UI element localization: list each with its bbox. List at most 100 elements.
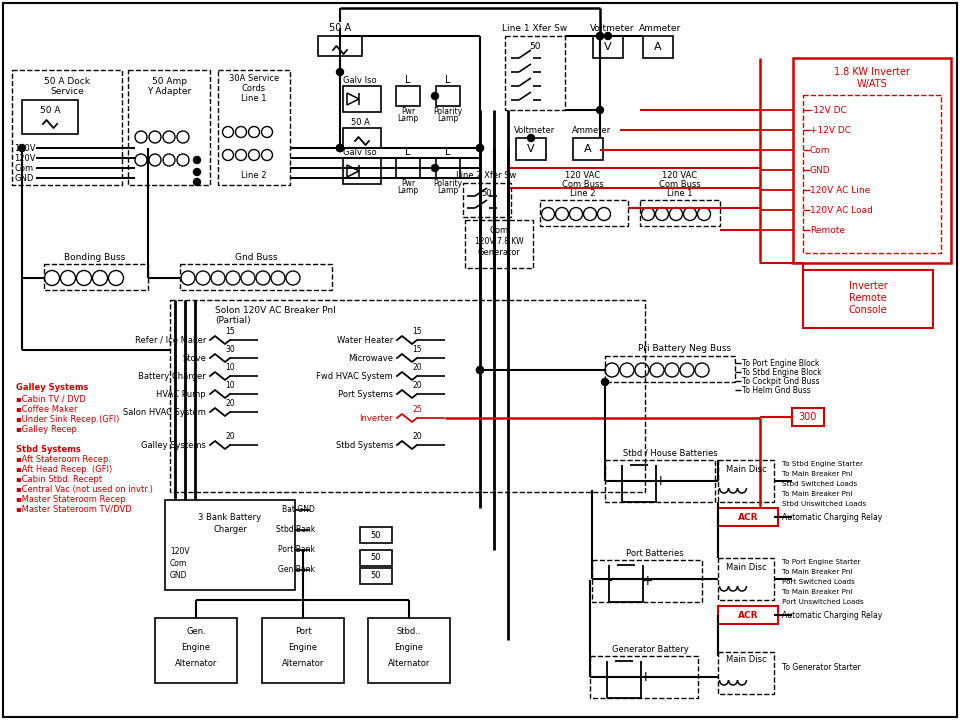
Circle shape bbox=[596, 107, 604, 114]
Text: Lamp: Lamp bbox=[397, 186, 419, 194]
Text: Com: Com bbox=[14, 163, 34, 173]
Text: Stbd Systems: Stbd Systems bbox=[335, 441, 393, 449]
Text: Cords: Cords bbox=[242, 84, 266, 92]
Text: Ammeter: Ammeter bbox=[572, 125, 612, 135]
Bar bbox=[718, 606, 778, 624]
Bar bbox=[170, 300, 645, 492]
Text: -12V DC: -12V DC bbox=[810, 106, 847, 114]
Text: Main Disc: Main Disc bbox=[726, 562, 766, 572]
Bar bbox=[368, 618, 450, 683]
Bar bbox=[318, 36, 362, 56]
Text: Engine: Engine bbox=[289, 644, 318, 652]
Bar bbox=[590, 656, 698, 698]
Text: 50: 50 bbox=[371, 572, 381, 580]
Bar bbox=[718, 558, 774, 600]
Text: To Main Breaker Pnl: To Main Breaker Pnl bbox=[782, 491, 852, 497]
Text: Port Systems: Port Systems bbox=[338, 390, 393, 398]
Text: Inverter: Inverter bbox=[849, 281, 887, 291]
Circle shape bbox=[476, 145, 484, 151]
Text: ▪Aft Stateroom Recep.: ▪Aft Stateroom Recep. bbox=[16, 454, 111, 464]
Text: 20: 20 bbox=[226, 398, 235, 408]
Circle shape bbox=[337, 145, 344, 151]
Bar bbox=[593, 36, 623, 58]
Text: Voltmeter: Voltmeter bbox=[515, 125, 556, 135]
Circle shape bbox=[605, 32, 612, 40]
Bar bbox=[718, 508, 778, 526]
Bar bbox=[463, 183, 511, 217]
Text: Alternator: Alternator bbox=[388, 660, 430, 668]
Bar bbox=[396, 158, 420, 178]
Text: Water Heater: Water Heater bbox=[337, 336, 393, 344]
Text: Port Unswitched Loads: Port Unswitched Loads bbox=[782, 599, 864, 605]
Bar bbox=[343, 128, 381, 148]
Text: +: + bbox=[654, 474, 666, 488]
Text: Port Bank: Port Bank bbox=[278, 546, 315, 554]
Text: Ammeter: Ammeter bbox=[638, 24, 682, 32]
Text: 10: 10 bbox=[226, 380, 235, 390]
Text: Main Disc: Main Disc bbox=[726, 655, 766, 665]
Text: Pwr: Pwr bbox=[401, 107, 415, 115]
Text: A: A bbox=[654, 42, 661, 52]
Text: 20: 20 bbox=[412, 431, 421, 441]
Text: L: L bbox=[405, 147, 411, 157]
Bar bbox=[12, 70, 122, 185]
Circle shape bbox=[337, 145, 344, 151]
Text: Remote: Remote bbox=[810, 225, 845, 235]
Text: Line 2: Line 2 bbox=[241, 171, 267, 179]
Text: ▪Master Stateroom Recep: ▪Master Stateroom Recep bbox=[16, 495, 126, 503]
Text: 10: 10 bbox=[226, 362, 235, 372]
Text: Alternator: Alternator bbox=[175, 660, 217, 668]
Text: GND: GND bbox=[170, 572, 187, 580]
Text: 30: 30 bbox=[226, 344, 235, 354]
Text: ▪Coffee Maker: ▪Coffee Maker bbox=[16, 405, 78, 413]
Text: Com Buss: Com Buss bbox=[563, 179, 604, 189]
Text: Stbd Systems: Stbd Systems bbox=[16, 444, 81, 454]
Text: Bat GND: Bat GND bbox=[282, 505, 315, 515]
Text: To Helm Gnd Buss: To Helm Gnd Buss bbox=[742, 385, 811, 395]
Bar bbox=[573, 138, 603, 160]
Text: +12V DC: +12V DC bbox=[810, 125, 851, 135]
Text: L: L bbox=[405, 75, 411, 85]
Text: Galley Systems: Galley Systems bbox=[16, 382, 88, 392]
Text: 50: 50 bbox=[371, 554, 381, 562]
Text: Stbd Bank: Stbd Bank bbox=[276, 526, 315, 534]
Text: Stbd..: Stbd.. bbox=[396, 628, 421, 636]
Bar bbox=[396, 86, 420, 106]
Text: 120V: 120V bbox=[170, 547, 190, 557]
Bar bbox=[540, 200, 628, 226]
Text: ACR: ACR bbox=[737, 513, 758, 521]
Text: Generator: Generator bbox=[477, 248, 520, 256]
Text: -: - bbox=[607, 670, 615, 684]
Text: +: + bbox=[639, 670, 651, 684]
Text: Voltmeter: Voltmeter bbox=[589, 24, 635, 32]
Text: Line 1 Xfer Sw: Line 1 Xfer Sw bbox=[502, 24, 567, 32]
Circle shape bbox=[18, 145, 26, 151]
Text: -: - bbox=[621, 474, 631, 488]
Circle shape bbox=[337, 145, 344, 151]
Text: Polarity: Polarity bbox=[433, 107, 463, 115]
Text: Com: Com bbox=[810, 145, 830, 155]
Circle shape bbox=[476, 366, 484, 374]
Text: 50: 50 bbox=[482, 189, 492, 197]
Bar bbox=[155, 618, 237, 683]
Bar bbox=[793, 58, 951, 263]
Circle shape bbox=[194, 168, 201, 176]
Circle shape bbox=[476, 366, 484, 374]
Bar bbox=[718, 652, 774, 694]
Text: Galley Systems: Galley Systems bbox=[141, 441, 206, 449]
Text: Service: Service bbox=[50, 86, 84, 96]
Bar bbox=[360, 527, 392, 543]
Bar bbox=[605, 356, 735, 382]
Text: To Generator Starter: To Generator Starter bbox=[782, 664, 860, 672]
Text: Charger: Charger bbox=[213, 526, 247, 534]
Text: 120V: 120V bbox=[14, 143, 36, 153]
Text: 25: 25 bbox=[412, 405, 421, 413]
Text: Galv Iso: Galv Iso bbox=[343, 76, 377, 84]
Text: Gen Bank: Gen Bank bbox=[278, 565, 315, 575]
Text: Line 1: Line 1 bbox=[241, 94, 267, 102]
Text: -: - bbox=[609, 574, 617, 588]
Text: Pri Battery Neg Buss: Pri Battery Neg Buss bbox=[638, 343, 732, 353]
Text: HVAC Pump: HVAC Pump bbox=[156, 390, 206, 398]
Text: Com: Com bbox=[170, 559, 187, 569]
Circle shape bbox=[596, 32, 604, 40]
